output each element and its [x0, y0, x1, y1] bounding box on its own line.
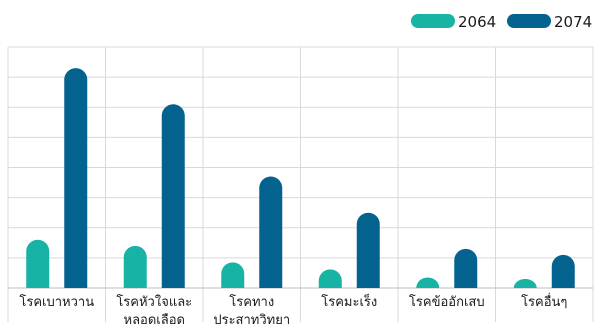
legend-label-2074: 2074 — [554, 13, 592, 31]
x-tick-label: โรคเบาหวาน — [19, 294, 94, 310]
bar-2074-4 — [454, 248, 478, 288]
bar-2064-5 — [513, 278, 537, 288]
bar-2074-5 — [551, 254, 575, 288]
bar-2064-3 — [318, 269, 342, 288]
legend: 2064 2074 — [411, 13, 592, 31]
x-tick-label: ประสาทวิทยา — [213, 313, 290, 328]
bar-2074-3 — [356, 212, 380, 288]
bar-2064-0 — [26, 239, 50, 288]
bar-2064-2 — [221, 262, 245, 288]
bar-2064-4 — [416, 277, 440, 288]
bar-2064-1 — [123, 245, 147, 288]
bar-2074-1 — [161, 104, 185, 288]
bars — [26, 68, 575, 289]
x-tick-label: โรคมะเร็ง — [321, 292, 377, 310]
x-tick-label: โรคทาง — [229, 294, 274, 310]
x-tick-label: หลอดเลือด — [124, 312, 185, 328]
x-tick-label: โรคข้ออักเสบ — [409, 294, 485, 310]
legend-swatch-2074 — [507, 14, 551, 28]
legend-swatch-2064 — [411, 14, 455, 28]
legend-label-2064: 2064 — [458, 13, 496, 31]
x-tick-label: โรคหัวใจและ — [116, 294, 192, 310]
x-tick-label: โรคอื่นๆ — [521, 293, 567, 310]
bar-2074-0 — [64, 68, 88, 289]
gridlines — [7, 46, 594, 322]
bar-2074-2 — [259, 176, 283, 288]
